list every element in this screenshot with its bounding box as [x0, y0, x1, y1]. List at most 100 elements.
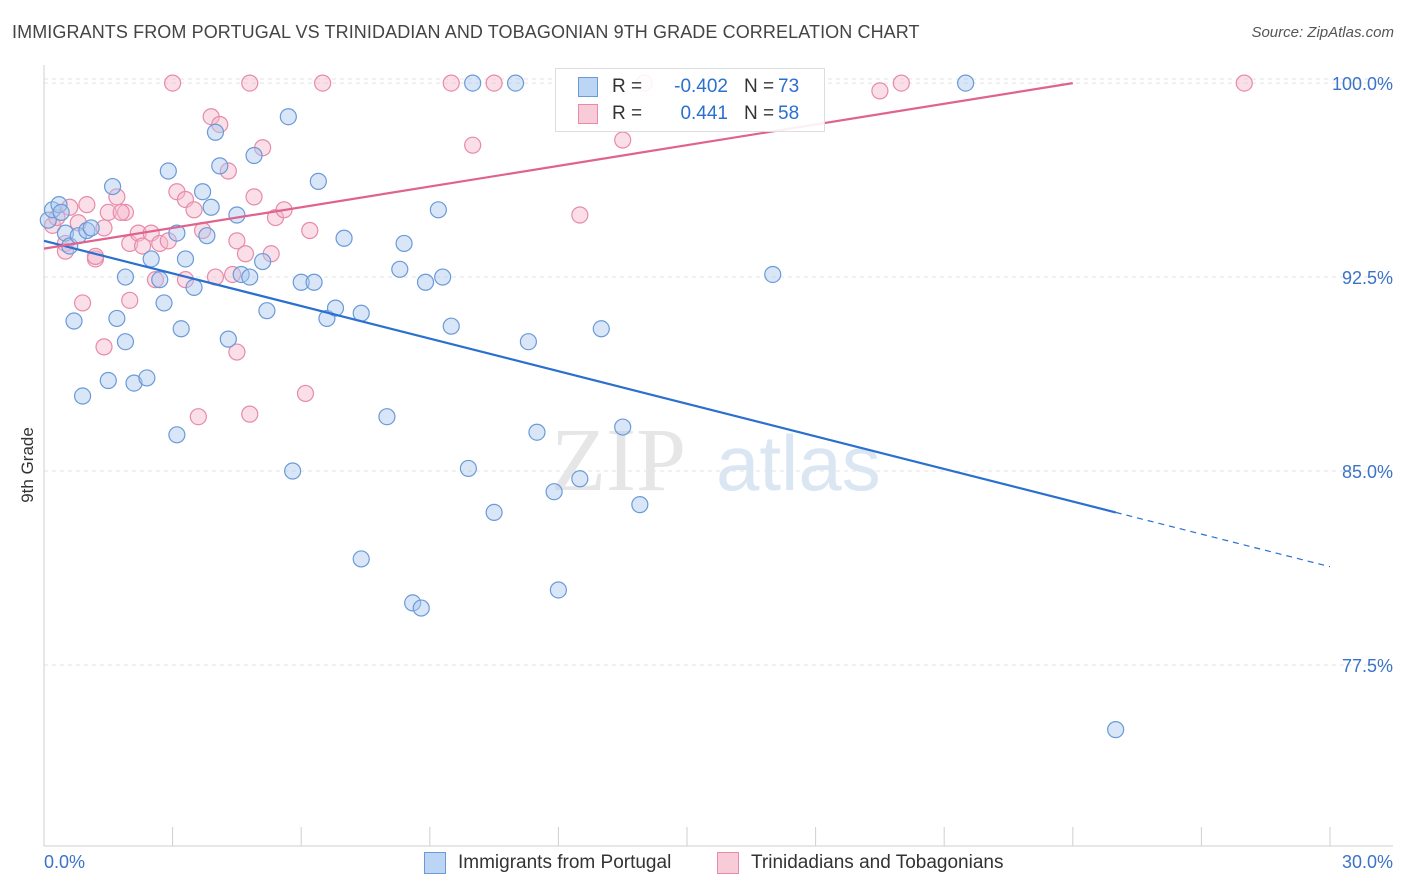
pink-point — [241, 405, 259, 423]
blue-point — [103, 177, 122, 196]
blue-point — [241, 268, 259, 286]
blue-point — [116, 268, 135, 286]
blue-point — [429, 201, 447, 219]
pink-point — [95, 219, 113, 237]
pink-point — [164, 74, 182, 92]
legend-n-label: N = — [744, 103, 775, 124]
blue-point — [378, 408, 396, 426]
blue-point — [125, 374, 143, 392]
blue-point — [73, 387, 92, 405]
blue-point — [305, 273, 323, 291]
y-tick-label: 77.5% — [1342, 656, 1393, 676]
legend-swatch-blue — [578, 77, 598, 97]
blue-point — [309, 172, 327, 190]
blue-point — [404, 594, 422, 612]
blue-point — [245, 146, 263, 165]
blue-point — [168, 224, 186, 242]
blue-point — [571, 470, 589, 488]
blue-point — [155, 294, 173, 312]
pink-point — [108, 188, 126, 206]
legend-r-value: 0.441 — [680, 103, 728, 124]
blue-point — [279, 108, 297, 126]
y-tick-label: 100.0% — [1332, 74, 1393, 94]
pink-point — [245, 188, 263, 206]
blue-series-points — [39, 74, 1125, 739]
pink-point — [112, 203, 130, 222]
pink-point — [146, 271, 165, 289]
blue-point — [185, 278, 203, 297]
legend-r-value: -0.402 — [674, 76, 728, 97]
pink-point — [219, 162, 237, 180]
blue-point — [219, 330, 237, 348]
watermark-zip: ZIP — [551, 411, 686, 510]
pink-point — [892, 74, 910, 92]
bottom-legend-portugal[interactable]: Immigrants from Portugal — [424, 852, 671, 874]
blue-point — [82, 219, 100, 237]
pink-point — [228, 232, 246, 250]
blue-point — [108, 309, 126, 328]
trend-line-trinidad — [43, 82, 1073, 250]
pink-point — [614, 131, 632, 149]
pink-point — [296, 384, 315, 403]
blue-point — [519, 333, 537, 351]
pink-point — [301, 221, 319, 240]
y-tick-label: 92.5% — [1342, 268, 1393, 288]
pink-point — [485, 74, 503, 92]
blue-point — [1107, 721, 1125, 739]
pink-point — [133, 237, 152, 255]
blue-point — [412, 599, 430, 617]
pink-point — [95, 338, 113, 356]
trend-lines — [43, 82, 1331, 568]
blue-point — [198, 227, 216, 245]
chart-title: IMMIGRANTS FROM PORTUGAL VS TRINIDADIAN … — [12, 22, 920, 42]
blue-point — [142, 250, 160, 268]
bottom-legend-swatch-pink — [717, 852, 739, 874]
watermark-atlas: atlas — [716, 419, 881, 507]
pink-point — [61, 198, 79, 216]
blue-point — [614, 418, 632, 436]
blue-point — [258, 302, 276, 320]
correlation-legend: R = -0.402 N = 73 R = 0.441 N = 58 — [555, 68, 825, 132]
x-tick-label-min: 0.0% — [44, 852, 85, 872]
legend-n-label: N = — [744, 76, 775, 97]
blue-point — [202, 198, 220, 216]
source-label: Source: ZipAtlas.com — [1251, 24, 1394, 41]
blue-point — [464, 74, 482, 92]
pink-point — [571, 206, 589, 224]
blue-point — [391, 260, 409, 278]
blue-point — [592, 320, 610, 338]
blue-point — [65, 312, 83, 330]
pink-point — [871, 82, 889, 100]
blue-point — [434, 268, 452, 286]
bottom-legend-label: Trinidadians and Tobagonians — [751, 852, 1004, 873]
blue-point — [211, 157, 229, 175]
blue-point — [416, 273, 435, 291]
blue-point — [528, 423, 546, 441]
blue-point — [138, 369, 156, 387]
trend-line-portugal — [43, 239, 1116, 514]
pink-point — [442, 74, 460, 92]
blue-point — [284, 462, 302, 480]
blue-point — [254, 252, 272, 271]
legend-r-label: R = — [612, 103, 643, 124]
x-tick-label-max: 30.0% — [1342, 852, 1393, 872]
y-tick-labels: 100.0% 92.5% 85.0% 77.5% — [1332, 74, 1393, 676]
pink-point — [464, 136, 482, 154]
blue-point — [545, 483, 563, 501]
bottom-legend-trinidad[interactable]: Trinidadians and Tobagonians — [717, 852, 1003, 874]
blue-point — [442, 317, 460, 335]
y-axis-label: 9th Grade — [18, 427, 37, 503]
legend-n-value: 73 — [778, 76, 800, 97]
blue-point — [631, 496, 649, 514]
blue-point — [764, 265, 782, 284]
blue-point — [206, 123, 225, 141]
pink-point — [121, 291, 139, 309]
pink-point — [73, 294, 92, 312]
blue-point — [292, 273, 310, 291]
blue-point — [159, 162, 177, 180]
legend-n-value: 58 — [778, 103, 800, 124]
pink-point — [314, 74, 332, 92]
pink-point — [185, 201, 203, 219]
blue-point — [39, 211, 57, 229]
